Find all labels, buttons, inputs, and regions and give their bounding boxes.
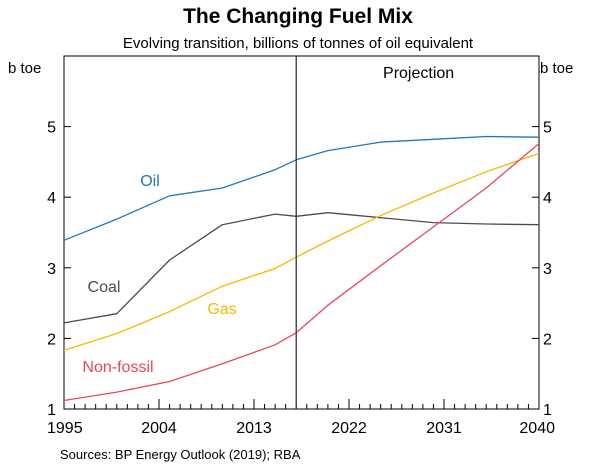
plot-frame: [63, 55, 540, 410]
series-label-gas: Gas: [207, 301, 236, 318]
y-tick-label-left: 2: [47, 331, 56, 348]
y-tick-label-left: 3: [47, 261, 56, 278]
x-tick-label: 2004: [141, 420, 177, 437]
y-tick-label-left: 1: [47, 402, 56, 419]
y-tick-label-right: 2: [543, 331, 552, 348]
series-line-oil: [63, 135, 540, 241]
x-tick-label: 2031: [426, 420, 462, 437]
y-tick-label-right: 4: [543, 190, 552, 207]
x-tick-label: 2013: [236, 420, 272, 437]
series-label-coal: Coal: [88, 279, 121, 296]
y-unit-left: b toe: [8, 60, 41, 77]
x-tick-label: 2040: [519, 420, 555, 437]
projection-label: Projection: [383, 65, 454, 82]
source-note: Sources: BP Energy Outlook (2019); RBA: [60, 447, 301, 462]
y-tick-label-left: 5: [47, 120, 56, 137]
series-label-oil: Oil: [140, 173, 160, 190]
y-unit-right: b toe: [540, 60, 573, 77]
x-tick-label: 2022: [331, 420, 367, 437]
chart-title: The Changing Fuel Mix: [183, 5, 413, 28]
y-tick-label-right: 5: [543, 120, 552, 137]
x-tick-label: 1995: [47, 420, 83, 437]
chart-subtitle: Evolving transition, billions of tonnes …: [123, 35, 474, 52]
y-tick-label-right: 1: [543, 402, 552, 419]
series-label-non-fossil: Non-fossil: [82, 359, 153, 376]
y-tick-label-left: 4: [47, 190, 56, 207]
series-line-coal: [63, 212, 540, 324]
series-line-gas: [63, 152, 540, 352]
y-tick-label-right: 3: [543, 261, 552, 278]
